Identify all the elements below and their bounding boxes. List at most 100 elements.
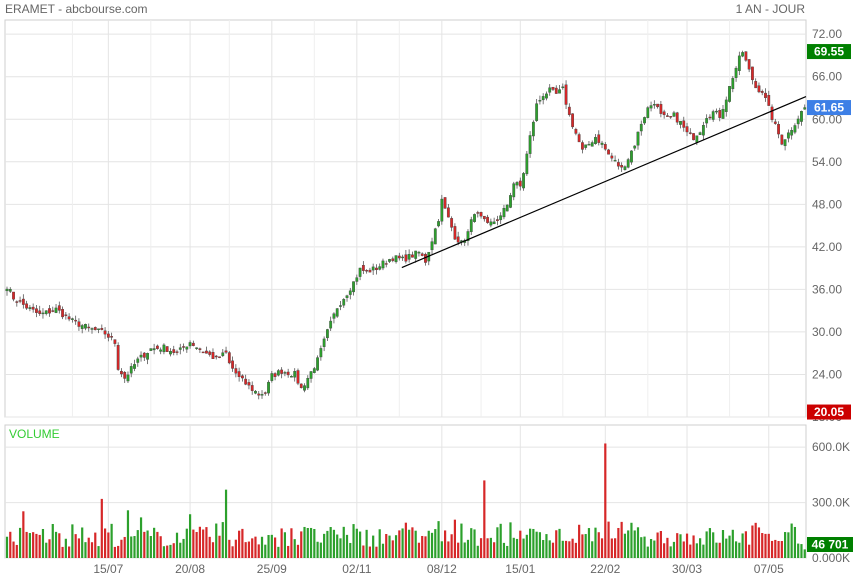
candle	[322, 336, 326, 352]
volume-bar	[381, 543, 385, 558]
candle	[607, 148, 610, 155]
volume-bar	[525, 534, 528, 558]
candle	[218, 356, 221, 359]
date-tick-label: 08/12	[427, 562, 457, 576]
candle	[492, 217, 496, 225]
volume-bar	[708, 528, 712, 558]
volume-bar	[185, 528, 188, 558]
volume-bar	[97, 546, 100, 558]
volume-bar	[568, 541, 571, 558]
candle	[486, 214, 489, 224]
candle	[411, 251, 414, 258]
volume-bar	[790, 523, 793, 558]
candle	[502, 204, 506, 220]
candle	[630, 150, 633, 165]
volume-bar	[443, 530, 447, 558]
date-tick-label: 25/09	[257, 562, 287, 576]
price-tick-label: 60.00	[812, 112, 842, 126]
volume-bar	[231, 546, 234, 558]
candle	[358, 267, 362, 281]
candle	[662, 109, 666, 119]
volume-bar	[388, 535, 391, 558]
volume-bar	[372, 535, 375, 558]
candle	[41, 308, 45, 319]
candle	[267, 380, 270, 396]
volume-bar	[267, 535, 270, 558]
volume-bar	[336, 534, 339, 558]
volume-bar	[408, 529, 411, 558]
candle	[293, 368, 297, 382]
volume-bar	[355, 528, 358, 558]
candle	[594, 134, 597, 145]
candle	[329, 316, 333, 332]
volume-bar	[64, 538, 67, 558]
volume-bar	[558, 528, 561, 558]
candle	[626, 157, 630, 169]
candle	[531, 120, 535, 141]
candle	[404, 249, 408, 264]
candle	[103, 327, 107, 339]
volume-bar	[486, 538, 489, 558]
candle	[610, 152, 614, 162]
candle	[424, 252, 427, 266]
candle	[123, 371, 127, 383]
volume-bar	[751, 525, 754, 558]
candle	[548, 84, 552, 96]
candle	[515, 181, 519, 189]
volume-bar	[725, 538, 728, 558]
volume-bar	[260, 536, 264, 558]
candle	[724, 96, 728, 117]
candle	[28, 304, 32, 312]
candle	[113, 339, 117, 347]
candle	[679, 120, 682, 129]
candle	[571, 113, 575, 129]
candle	[659, 100, 663, 118]
volume-bar	[156, 531, 159, 558]
candle	[496, 215, 499, 226]
volume-bar	[159, 536, 162, 558]
candle	[116, 342, 120, 371]
candle	[751, 66, 754, 85]
period-label[interactable]: 1 AN - JOUR	[735, 2, 805, 16]
candle	[283, 370, 287, 377]
volume-bar	[427, 530, 430, 558]
candle	[126, 371, 130, 384]
candle	[70, 317, 74, 323]
candle	[276, 369, 280, 377]
volume-bar	[94, 532, 97, 558]
volume-bar	[440, 541, 443, 558]
candle	[332, 312, 336, 324]
volume-bar	[54, 531, 58, 558]
candle	[319, 345, 323, 361]
candle	[672, 110, 676, 118]
volume-bar	[731, 529, 734, 558]
candle	[636, 131, 640, 150]
candle	[479, 211, 483, 219]
candle	[394, 255, 398, 264]
candle	[754, 78, 758, 89]
candle	[420, 252, 424, 257]
candle	[165, 346, 169, 353]
candle	[469, 216, 473, 236]
candle	[35, 305, 38, 318]
volume-bar	[453, 519, 457, 558]
volume-bar	[290, 528, 293, 558]
volume-bar	[270, 534, 273, 558]
volume-bar	[9, 531, 12, 558]
volume-bar	[473, 529, 476, 558]
candle	[581, 140, 584, 154]
volume-bar	[32, 532, 35, 558]
candle	[303, 383, 306, 393]
volume-bar	[738, 542, 741, 558]
volume-bar	[597, 532, 600, 558]
volume-bar	[71, 524, 74, 558]
volume-bar	[754, 522, 757, 558]
volume-bar	[198, 526, 201, 558]
volume-bar	[460, 523, 463, 558]
volume-bar	[493, 542, 496, 558]
candle	[146, 352, 149, 365]
volume-bar	[300, 531, 303, 558]
volume-bar	[303, 526, 306, 558]
volume-bar	[574, 542, 577, 558]
